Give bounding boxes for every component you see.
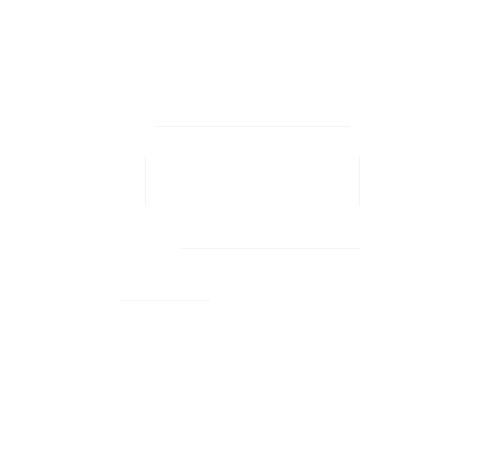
- content-area: [0, 0, 500, 466]
- blank-screen: [0, 0, 500, 466]
